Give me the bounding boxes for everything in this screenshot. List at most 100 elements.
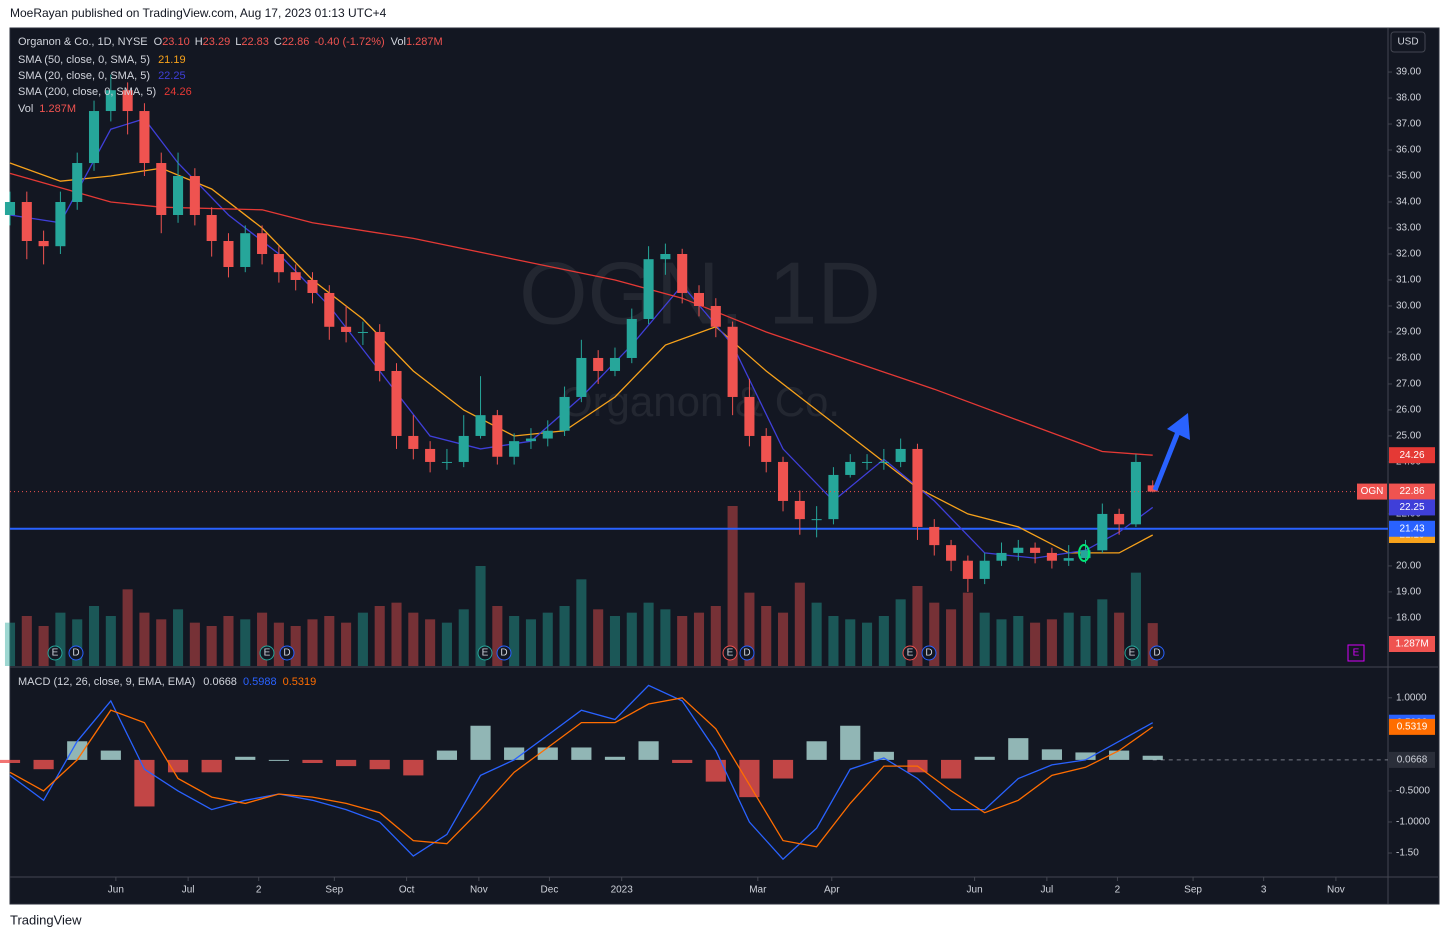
- event-icon[interactable]: [902, 645, 918, 661]
- candle-body: [1114, 513, 1125, 525]
- histogram-bar: [67, 741, 88, 760]
- candle-body: [206, 215, 217, 241]
- candle-body: [223, 240, 234, 267]
- volume-bar: [1030, 622, 1041, 666]
- histogram-bar: [537, 747, 558, 760]
- volume-bar: [828, 616, 839, 666]
- volume-bar: [1046, 619, 1057, 666]
- volume-bar: [559, 606, 570, 666]
- volume-bar: [1080, 616, 1091, 666]
- x-tick-label: Nov: [470, 885, 488, 896]
- histogram-bar: [369, 759, 390, 770]
- histogram-bar: [604, 756, 626, 760]
- sma-line: [9, 162, 1154, 554]
- histogram-bar: [1142, 755, 1163, 760]
- price-label-bg: [1389, 447, 1435, 464]
- histogram-bar: [1041, 749, 1062, 760]
- event-icon[interactable]: [68, 645, 84, 661]
- histogram-bar: [504, 747, 525, 760]
- candle-body: [710, 305, 721, 327]
- y-tick-label: 18.00: [1396, 613, 1421, 624]
- arrow-shaft: [1152, 431, 1181, 491]
- candle-body: [744, 396, 755, 436]
- event-icon[interactable]: [1124, 645, 1140, 661]
- candle-body: [156, 163, 167, 216]
- event-icon[interactable]: [477, 645, 493, 661]
- histogram-bar: [1109, 750, 1130, 760]
- candle-body: [189, 176, 200, 216]
- y-tick-label: 33.00: [1396, 223, 1421, 234]
- plot: 18.0019.0020.0022.0024.0025.0026.0027.00…: [0, 54, 1435, 896]
- candle-body: [542, 430, 553, 439]
- candle-body: [307, 279, 318, 293]
- volume-bar: [21, 616, 32, 666]
- y-tick-label: 31.00: [1396, 275, 1421, 286]
- event-icon[interactable]: [259, 645, 275, 661]
- volume-bar: [626, 612, 637, 666]
- event-icon[interactable]: [1347, 644, 1365, 662]
- histogram-bar: [638, 741, 659, 760]
- legend-value: 0.5988: [243, 676, 277, 688]
- candle-body: [626, 318, 637, 358]
- candle-body: [509, 441, 520, 457]
- volume-bar: [408, 612, 419, 666]
- event-label: E: [1353, 648, 1360, 659]
- candle-body: [4, 202, 16, 216]
- volume-bar: [593, 609, 604, 666]
- candle-body: [576, 357, 587, 397]
- price-label: 22.86: [1399, 486, 1424, 497]
- currency-button[interactable]: [1390, 31, 1426, 53]
- candle-body: [441, 461, 452, 463]
- candle-body: [677, 253, 688, 293]
- volume-bar: [173, 609, 184, 666]
- histogram-bar: [33, 759, 54, 770]
- event-label: D: [925, 648, 932, 659]
- candle-body: [290, 272, 301, 280]
- histogram-bar: [705, 759, 726, 782]
- macd-line: [9, 684, 1154, 861]
- histogram-bar: [739, 759, 760, 798]
- candle-body: [559, 396, 570, 431]
- event-icon[interactable]: [496, 645, 512, 661]
- quote-field: Vol: [391, 36, 406, 48]
- y-tick-label: -1.50: [1396, 848, 1419, 859]
- quote-value: 23.29: [203, 36, 231, 48]
- volume-bar: [122, 589, 133, 666]
- candle-body: [1080, 550, 1091, 559]
- candle-body: [979, 560, 990, 579]
- volume-bar: [962, 592, 973, 666]
- volume-bar: [38, 626, 49, 666]
- candle-body: [996, 552, 1007, 561]
- x-tick-label: Oct: [399, 885, 415, 896]
- event-icon[interactable]: [47, 645, 63, 661]
- event-label: D: [500, 648, 507, 659]
- volume-bar: [1147, 623, 1158, 666]
- volume-bar: [761, 606, 772, 666]
- volume-bar: [542, 612, 553, 666]
- event-icon[interactable]: [921, 645, 937, 661]
- histogram-bar: [302, 759, 323, 763]
- price-label: 24.26: [1399, 450, 1424, 461]
- event-icon[interactable]: [279, 645, 295, 661]
- candle-body: [458, 435, 469, 462]
- candle-body: [139, 111, 150, 164]
- volume-bar: [1130, 572, 1141, 666]
- y-tick-label: 27.00: [1396, 379, 1421, 390]
- volume-bar: [189, 622, 200, 666]
- brand: TradingView: [10, 912, 82, 927]
- event-icon[interactable]: [722, 645, 738, 661]
- candle-body: [946, 545, 957, 561]
- candle-body: [492, 415, 503, 457]
- candle-body: [660, 253, 671, 260]
- y-tick-label: 38.00: [1396, 93, 1421, 104]
- y-tick-label: 19.00: [1396, 587, 1421, 598]
- histogram-bar: [806, 741, 827, 760]
- event-icon[interactable]: [739, 645, 755, 661]
- candle-body: [1097, 513, 1108, 551]
- candle-body: [525, 438, 536, 442]
- quote-value: 22.86: [282, 36, 310, 48]
- event-icon[interactable]: [1149, 645, 1165, 661]
- histogram-bar: [974, 756, 995, 760]
- legend-name: MACD (12, 26, close, 9, EMA, EMA): [18, 676, 195, 688]
- candle-body: [828, 474, 839, 520]
